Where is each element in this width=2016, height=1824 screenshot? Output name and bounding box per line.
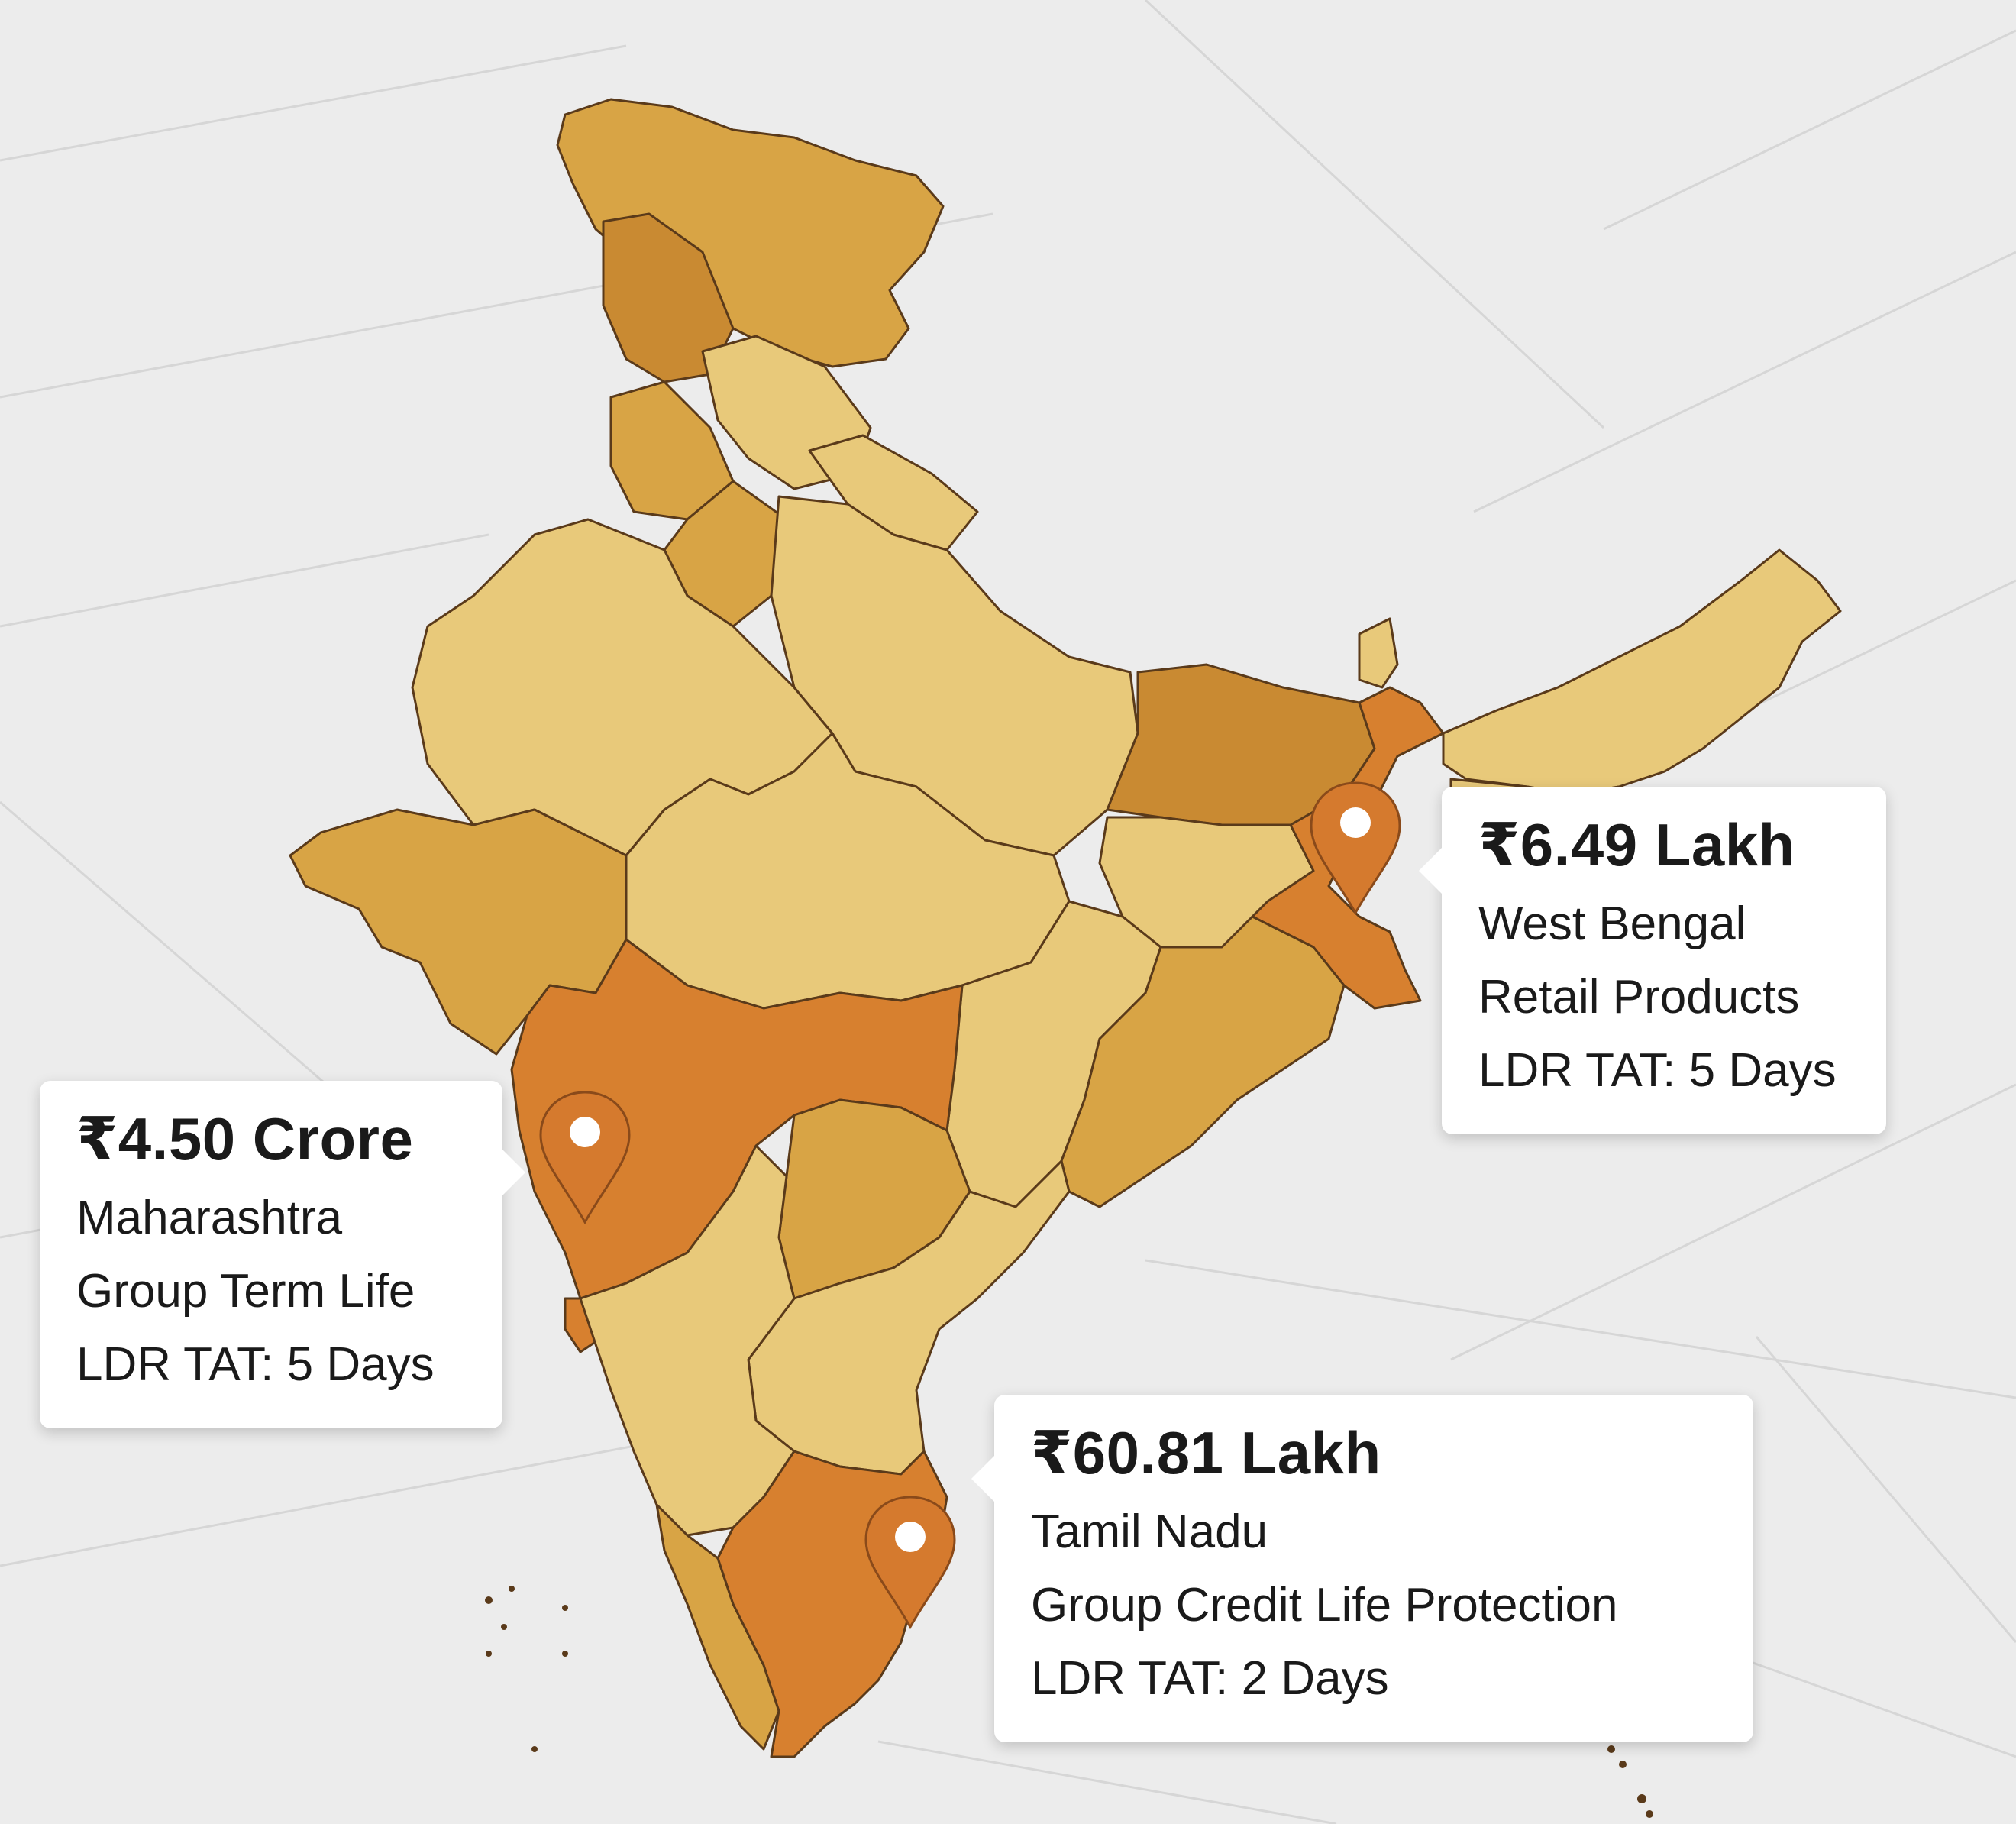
callout-west-bengal: ₹6.49 Lakh West Bengal Retail Products L… [1419,787,1886,1134]
callout-tat: LDR TAT: 5 Days [1478,1044,1837,1098]
state-northeast[interactable] [1442,548,1842,796]
island-dots [485,1586,1653,1818]
callout-tat: LDR TAT: 5 Days [76,1338,435,1392]
callout-state: West Bengal [1478,897,1746,950]
map-pin-icon[interactable] [864,1496,956,1630]
callout-product: Retail Products [1478,970,1800,1024]
callout-product: Group Credit Life Protection [1031,1578,1618,1632]
callout-state: Tamil Nadu [1031,1505,1268,1558]
callout-product: Group Term Life [76,1264,415,1318]
state-regions [289,98,1842,1758]
callout-amount: ₹4.50 Crore [76,1105,414,1172]
state-karnataka[interactable] [579,1144,796,1537]
callout-amount: ₹60.81 Lakh [1031,1419,1381,1486]
state-sikkim[interactable] [1358,617,1399,689]
callout-tat: LDR TAT: 2 Days [1031,1652,1389,1706]
callout-tamil-nadu: ₹60.81 Lakh Tamil Nadu Group Credit Life… [971,1395,1753,1742]
callout-state: Maharashtra [76,1191,343,1244]
state-kerala[interactable] [655,1503,780,1751]
callout-maharashtra: ₹4.50 Crore Maharashtra Group Term Life … [40,1081,525,1428]
map-pin-icon[interactable] [539,1091,631,1225]
callout-amount: ₹6.49 Lakh [1478,811,1795,878]
map-pin-icon[interactable] [1310,781,1401,916]
